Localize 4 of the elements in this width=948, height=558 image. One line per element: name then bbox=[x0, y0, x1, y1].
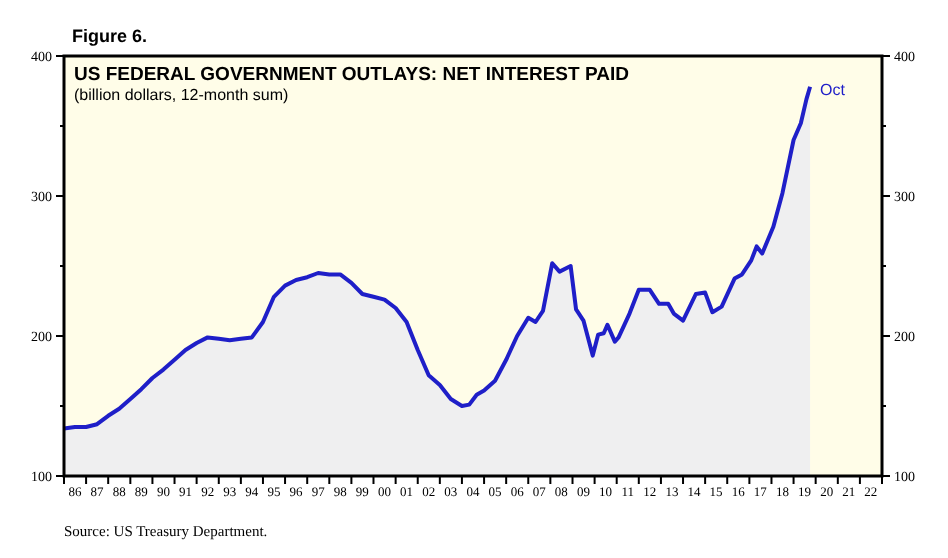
annotation: Oct bbox=[820, 80, 847, 99]
caption: Figure 6. bbox=[72, 26, 148, 46]
chart-title: US FEDERAL GOVERNMENT OUTLAYS: NET INTEREST PAID bbox=[74, 64, 630, 86]
text: (billion dollars, 12-month sum) bbox=[74, 86, 289, 104]
